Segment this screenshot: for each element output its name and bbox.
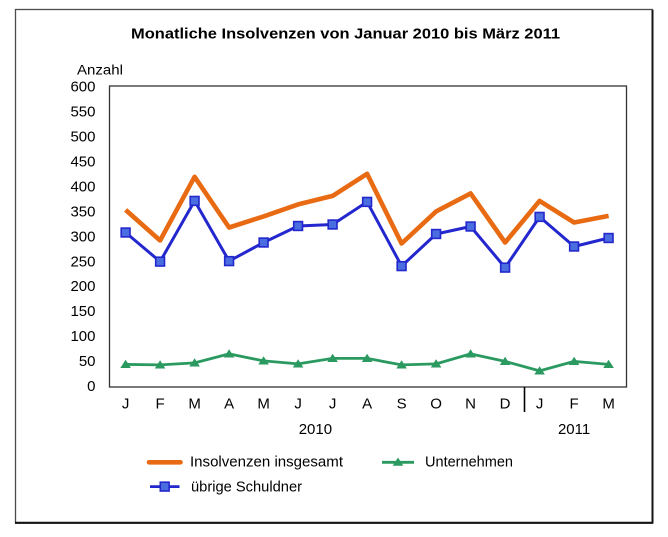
svg-text:J: J xyxy=(294,396,302,413)
svg-text:J: J xyxy=(536,396,544,413)
svg-text:Insolvenzen insgesamt: Insolvenzen insgesamt xyxy=(190,453,344,470)
svg-text:250: 250 xyxy=(70,253,95,270)
svg-text:300: 300 xyxy=(70,228,95,245)
svg-text:2011: 2011 xyxy=(558,421,590,438)
svg-text:450: 450 xyxy=(70,154,95,171)
svg-text:Monatliche Insolvenzen von Jan: Monatliche Insolvenzen von Januar 2010 b… xyxy=(131,27,560,43)
svg-text:150: 150 xyxy=(70,303,95,320)
svg-text:A: A xyxy=(224,396,234,413)
svg-text:D: D xyxy=(500,396,511,413)
svg-text:50: 50 xyxy=(79,353,96,370)
svg-text:O: O xyxy=(430,396,442,413)
svg-text:Anzahl: Anzahl xyxy=(77,63,123,78)
svg-text:600: 600 xyxy=(70,79,95,96)
svg-text:M: M xyxy=(188,396,201,413)
svg-text:2010: 2010 xyxy=(299,421,332,438)
svg-text:400: 400 xyxy=(70,179,95,196)
svg-text:200: 200 xyxy=(70,278,95,295)
svg-text:Unternehmen: Unternehmen xyxy=(425,453,513,470)
svg-text:übrige Schuldner: übrige Schuldner xyxy=(191,479,302,496)
svg-text:N: N xyxy=(465,396,476,413)
svg-text:S: S xyxy=(397,396,407,413)
svg-text:550: 550 xyxy=(70,104,95,121)
svg-text:A: A xyxy=(362,396,372,413)
svg-text:100: 100 xyxy=(70,328,95,345)
svg-text:500: 500 xyxy=(70,129,95,146)
svg-text:F: F xyxy=(570,396,579,413)
svg-text:F: F xyxy=(156,396,165,413)
svg-text:J: J xyxy=(329,396,337,413)
svg-text:350: 350 xyxy=(70,203,95,220)
svg-text:J: J xyxy=(122,396,130,413)
svg-text:M: M xyxy=(257,396,270,413)
svg-text:0: 0 xyxy=(87,378,95,395)
svg-text:M: M xyxy=(602,396,615,413)
